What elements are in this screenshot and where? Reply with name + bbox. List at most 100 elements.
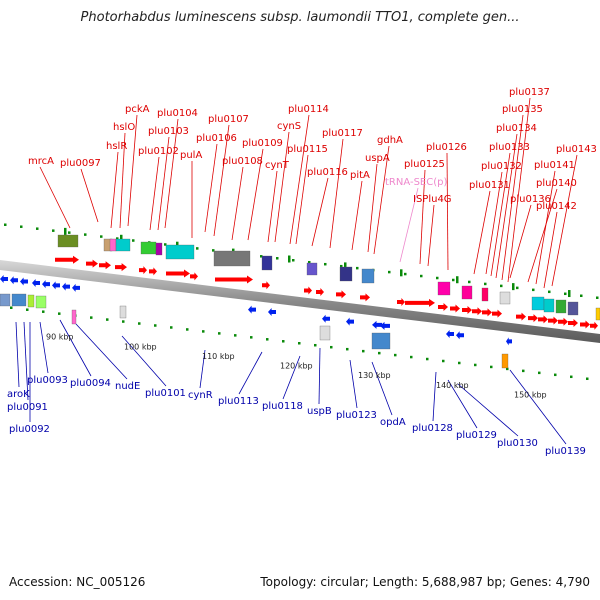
scale-label: 110 kbp (202, 352, 235, 361)
gene-leader (527, 188, 558, 283)
gene-label: ISPlu4G (413, 194, 452, 205)
reverse-gene-arrow (446, 329, 454, 338)
feature-box (555, 299, 567, 314)
gene-label: plu0126 (426, 142, 467, 153)
gene-leader (127, 114, 138, 227)
gene-leader (311, 177, 329, 247)
track-dot (554, 373, 557, 377)
scale-label: 150 kbp (514, 390, 547, 399)
gene-label: plu0106 (196, 133, 237, 144)
feature-box (119, 305, 127, 319)
feature-box (461, 285, 473, 300)
forward-gene-arrow (86, 259, 98, 268)
track-dot (500, 284, 503, 288)
gene-leader (501, 114, 524, 281)
track-dot (596, 296, 599, 299)
gene-leader (238, 351, 263, 395)
track-dot (138, 322, 141, 325)
gene-leader (507, 97, 531, 283)
track-dot (436, 276, 439, 280)
gene-label: pulA (180, 150, 202, 161)
feature-box (57, 234, 79, 248)
gene-leader (371, 361, 393, 416)
track-dot (186, 328, 189, 331)
gene-label: hslR (106, 141, 127, 152)
gene-leader (495, 133, 518, 279)
track-dot (170, 326, 173, 329)
gene-leader (289, 114, 310, 245)
feature-box (140, 241, 157, 255)
feature-boxes (0, 234, 600, 369)
track-dot (266, 338, 269, 341)
track-dot (84, 233, 87, 236)
gene-leader (267, 170, 278, 243)
track-dot (394, 353, 397, 357)
gene-label: plu0137 (509, 87, 550, 98)
gene-leader (39, 321, 49, 374)
track-dot (218, 332, 221, 335)
reverse-gene-arrow (52, 281, 60, 290)
map-title: Photorhabdus luminescens subsp. laumondi… (80, 10, 520, 25)
feature-box (35, 295, 47, 309)
reverse-gene-arrow (322, 314, 330, 323)
forward-gene-arrow (139, 266, 147, 275)
track-dot (42, 310, 45, 313)
reverse-gene-arrow (72, 283, 80, 292)
forward-gene-arrow (548, 316, 558, 325)
track-dot (570, 375, 573, 379)
gene-leader (59, 319, 92, 377)
gene-leader (373, 145, 390, 255)
reverse-gene-arrow (248, 305, 256, 314)
genome-summary: Topology: circular; Length: 5,688,987 bp… (260, 575, 590, 589)
forward-gene-arrow (336, 290, 346, 299)
track-dot (564, 292, 567, 296)
gene-label: uspA (365, 153, 390, 164)
scale-labels: 90 kbp 100 kbp 110 kbp 120 kbp 130 kbp 140 kb… (46, 333, 547, 400)
gene-label: plu0130 (497, 438, 538, 449)
gene-leader (110, 151, 119, 229)
track-tick (344, 262, 347, 270)
gene-leader (121, 335, 167, 387)
track-dot (10, 306, 13, 309)
gene-label: cynS (277, 121, 301, 132)
scale-label: 130 kbp (358, 371, 391, 380)
gene-leader (80, 168, 99, 223)
gene-label: plu0131 (469, 180, 510, 191)
track-dot (346, 347, 349, 351)
feature-box (595, 307, 600, 321)
feature-box (71, 309, 77, 325)
forward-gene-arrow (438, 303, 448, 312)
feature-box (155, 242, 163, 256)
reverse-gene-arrow (62, 282, 70, 291)
reverse-gene-arrow (268, 308, 276, 317)
gene-label: pitA (350, 170, 370, 181)
feature-box (11, 293, 27, 307)
feature-box (437, 281, 451, 296)
feature-box (543, 298, 555, 313)
gene-leader (295, 154, 309, 245)
track-dot (586, 377, 589, 381)
forward-gene-arrow (528, 314, 538, 323)
gene-leader (157, 136, 170, 231)
gene-label: nudE (115, 381, 140, 392)
forward-gene-arrow (450, 304, 460, 313)
gene-label: plu0139 (545, 446, 586, 457)
forward-gene-arrow (516, 312, 526, 321)
forward-gene-arrow (55, 255, 79, 264)
forward-gene-arrow (492, 309, 502, 318)
feature-box (213, 250, 251, 267)
track-dot (404, 272, 407, 276)
track-tick (512, 283, 515, 291)
gene-leader (367, 163, 378, 253)
label-leaders (15, 97, 578, 445)
gene-label: plu0136 (510, 194, 551, 205)
track-dot (122, 320, 125, 323)
track-dot (548, 290, 551, 294)
track-dot (308, 260, 311, 264)
forward-gene-arrow (360, 293, 370, 302)
feature-box (0, 293, 11, 307)
track-dot (452, 278, 455, 282)
forward-gene-arrow (397, 297, 405, 306)
track-dot (340, 264, 343, 268)
